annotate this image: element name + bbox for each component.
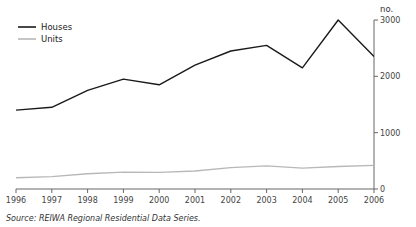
legend-label: Houses (41, 22, 73, 32)
y-tick (374, 132, 378, 133)
y-tick-label: 3000 (380, 16, 400, 25)
x-tick-label: 1999 (113, 196, 133, 205)
x-tick (266, 189, 267, 193)
x-tick-label: 2004 (292, 196, 312, 205)
legend: Houses Units (18, 22, 73, 44)
x-tick-label: 2005 (328, 196, 348, 205)
x-tick-label: 2006 (364, 196, 384, 205)
series-line (16, 165, 374, 177)
chart: 1996 1997 1998 1999 2000 2001 2002 2003 2004 2005… (0, 0, 416, 227)
x-tick-label: 2003 (256, 196, 276, 205)
plot-area (16, 20, 374, 178)
source-note: Source: REIWA Regional Residential Data … (6, 214, 201, 223)
x-tick (159, 189, 160, 193)
x-tick (51, 189, 52, 193)
x-tick (302, 189, 303, 193)
y-axis-line (374, 20, 375, 189)
x-tick (87, 189, 88, 193)
chart-container: 1996 1997 1998 1999 2000 2001 2002 2003 2004 2005… (0, 0, 416, 227)
y-axis-label: no. (380, 4, 393, 14)
legend-label: Units (41, 34, 63, 44)
y-tick (374, 20, 378, 21)
series-line (16, 20, 374, 110)
x-tick-label: 1998 (77, 196, 97, 205)
y-tick-label: 2000 (380, 72, 400, 81)
y-tick-label: 0 (380, 185, 385, 194)
x-tick-label: 2000 (149, 196, 169, 205)
x-tick-label: 2002 (221, 196, 241, 205)
x-tick (230, 189, 231, 193)
x-tick (16, 189, 17, 193)
y-tick (374, 76, 378, 77)
x-tick-label: 1996 (6, 196, 26, 205)
x-tick-label: 2001 (185, 196, 205, 205)
x-tick (195, 189, 196, 193)
y-tick-label: 1000 (380, 129, 400, 138)
x-tick-label: 1997 (42, 196, 62, 205)
legend-swatch (18, 26, 36, 28)
x-tick (123, 189, 124, 193)
y-tick (374, 189, 378, 190)
x-tick (374, 189, 375, 193)
x-tick (338, 189, 339, 193)
legend-swatch (18, 38, 36, 40)
